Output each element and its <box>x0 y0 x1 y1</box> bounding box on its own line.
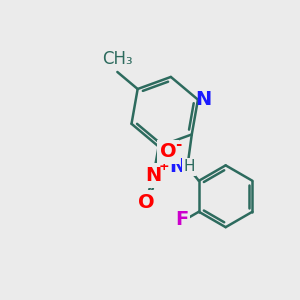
Text: N: N <box>145 166 162 185</box>
Text: H: H <box>172 159 184 174</box>
Text: H: H <box>183 159 195 174</box>
Text: O: O <box>160 142 176 161</box>
Text: O: O <box>138 193 154 211</box>
Text: N: N <box>168 157 184 176</box>
Text: +: + <box>158 160 169 173</box>
Text: CH₃: CH₃ <box>102 50 133 68</box>
Text: N: N <box>169 157 185 176</box>
Text: F: F <box>175 210 188 229</box>
Text: -: - <box>175 137 182 152</box>
Text: N: N <box>195 90 211 109</box>
